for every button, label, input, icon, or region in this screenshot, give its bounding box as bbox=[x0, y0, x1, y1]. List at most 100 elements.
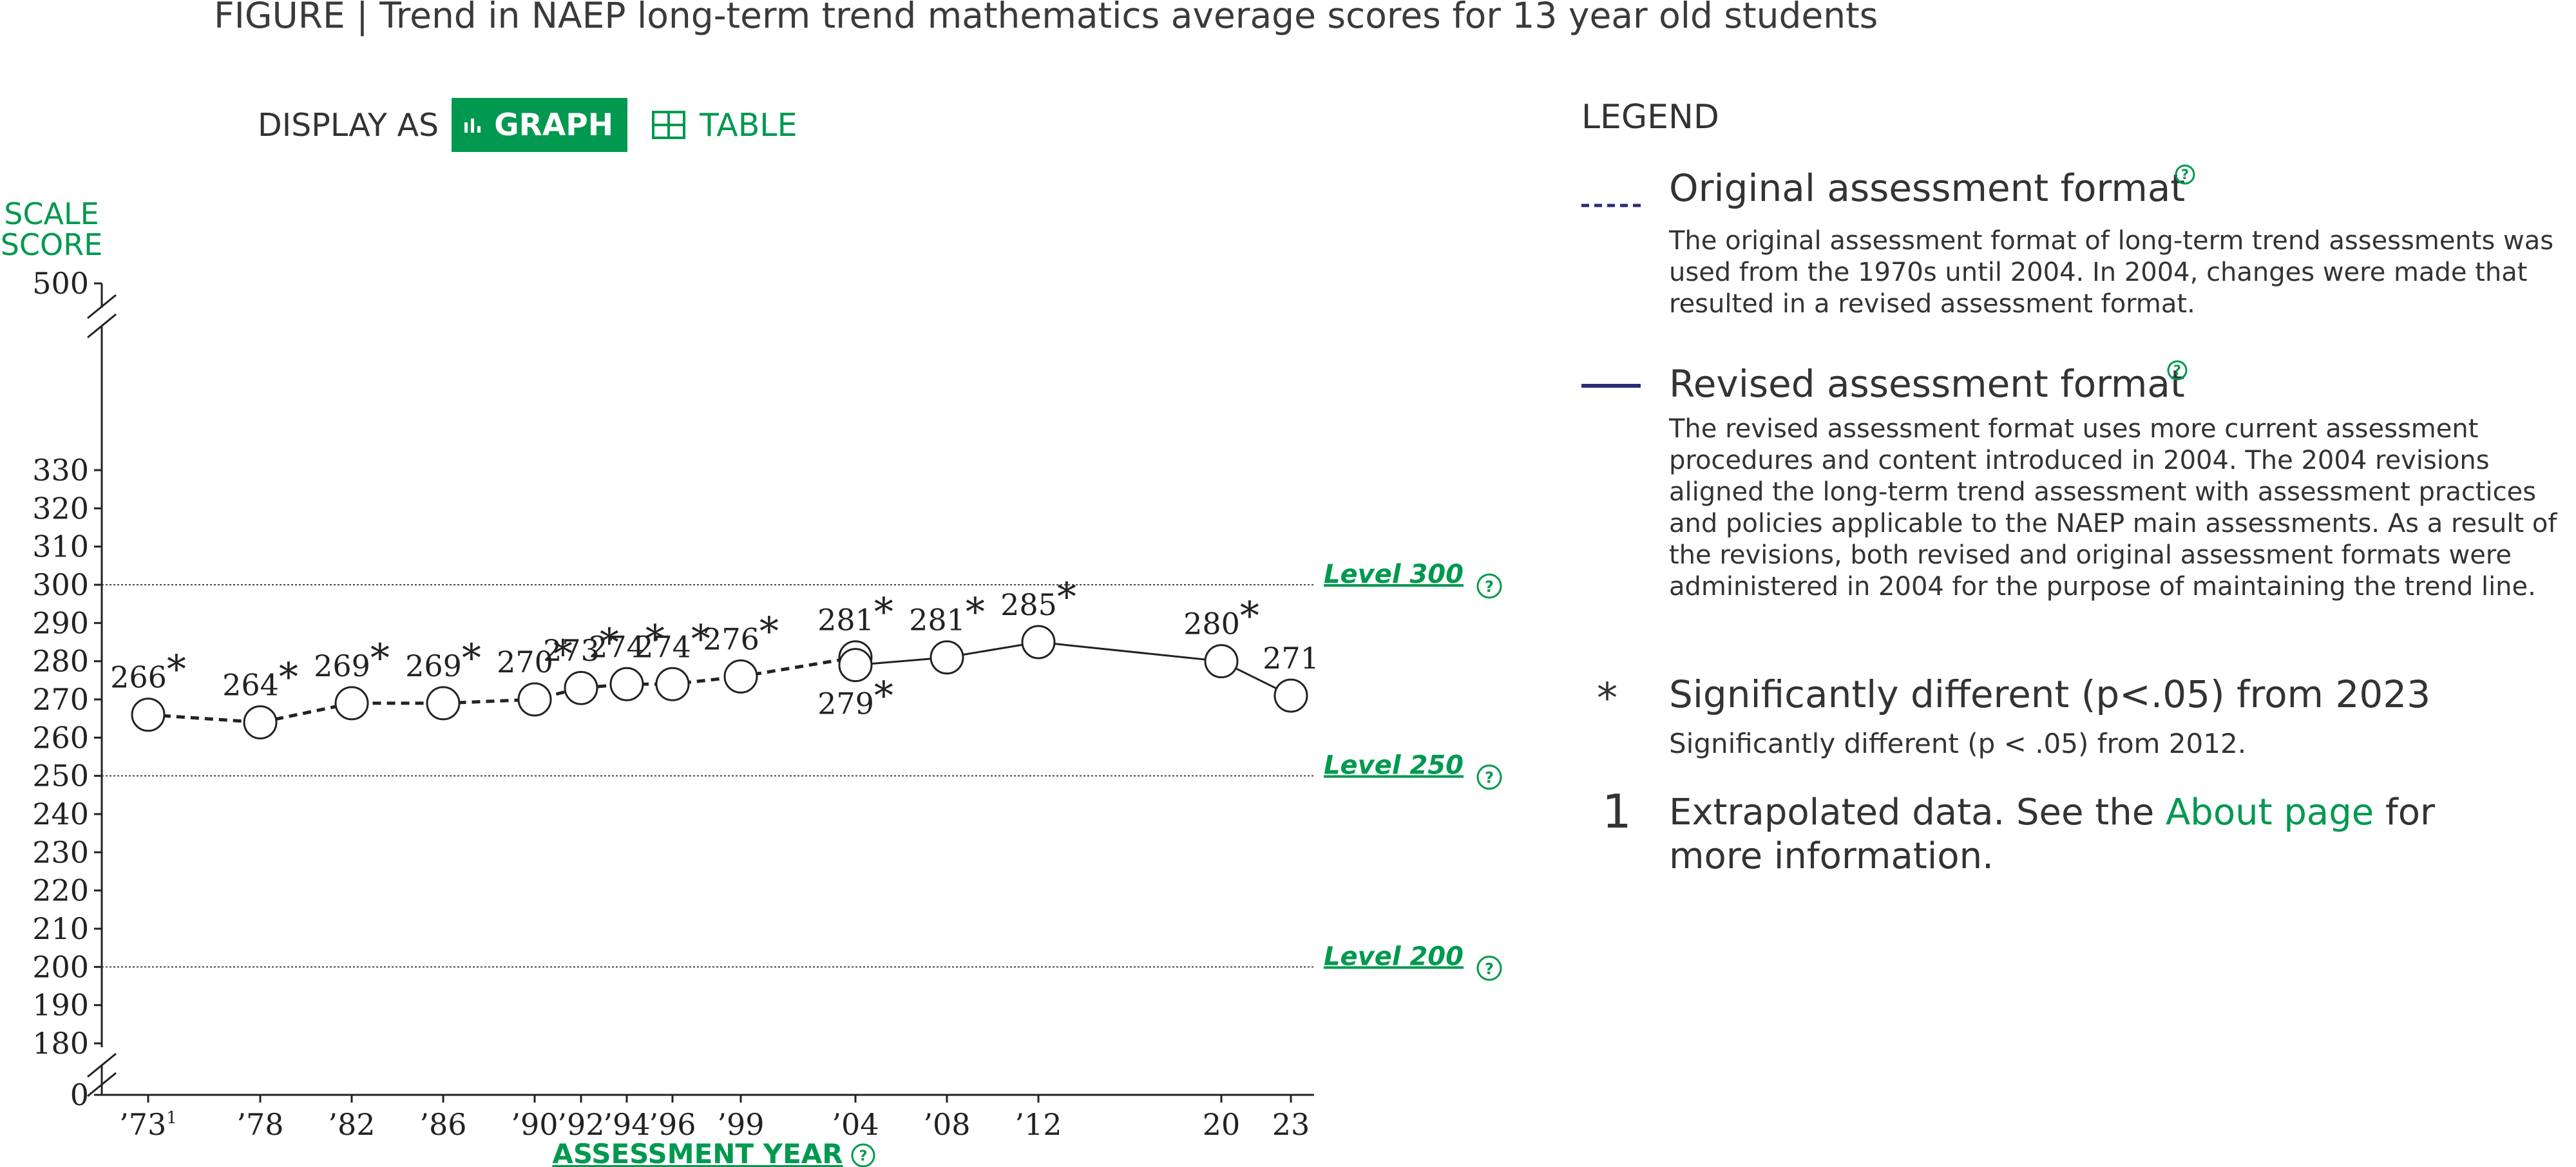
data-label: 274* bbox=[589, 616, 665, 664]
y-axis-title: SCALE bbox=[4, 196, 99, 231]
x-axis-tick-label: ’99 bbox=[717, 1107, 764, 1142]
y-axis-tick-label: 330 bbox=[32, 453, 89, 488]
svg-text:?: ? bbox=[2181, 167, 2189, 182]
reference-line-label[interactable]: Level 200 bbox=[1324, 942, 1464, 971]
table-grid-icon bbox=[652, 111, 686, 139]
x-axis-tick-label: ’94 bbox=[603, 1107, 650, 1142]
x-axis-tick-label: ’92 bbox=[557, 1107, 604, 1142]
data-point[interactable] bbox=[609, 667, 644, 701]
y-axis-tick-label: 320 bbox=[32, 491, 89, 526]
significance-star: * bbox=[645, 616, 665, 661]
y-axis-tick-label: 290 bbox=[32, 605, 89, 640]
significance-star: * bbox=[1057, 574, 1076, 620]
original-format-help-icon[interactable]: ? bbox=[2174, 164, 2196, 185]
reference-help-icon-glyph: ? bbox=[1485, 578, 1494, 596]
original-format-swatch bbox=[1581, 204, 1641, 207]
x-axis-tick-label: ’04 bbox=[832, 1107, 879, 1142]
significance-star: * bbox=[553, 632, 573, 677]
significance-star: * bbox=[691, 616, 711, 661]
original-format-description: The original assessment format of long-t… bbox=[1669, 226, 2554, 319]
x-axis-tick-label: 20 bbox=[1203, 1107, 1241, 1142]
x-axis-tick-label: ’731 bbox=[119, 1107, 177, 1142]
y-axis-tick-label: 0 bbox=[70, 1077, 89, 1112]
y-axis-tick-label: 240 bbox=[32, 797, 89, 831]
data-label: 280* bbox=[1183, 594, 1259, 641]
y-axis-tick-label: 250 bbox=[32, 759, 89, 793]
graph-view-label: GRAPH bbox=[494, 107, 614, 143]
data-point[interactable] bbox=[930, 640, 964, 675]
data-point[interactable] bbox=[426, 686, 461, 721]
significance-star: * bbox=[279, 655, 298, 700]
y-axis-tick-label: 190 bbox=[32, 988, 89, 1023]
x-axis-tick-label: ’96 bbox=[649, 1107, 696, 1142]
y-axis-tick-label: 270 bbox=[32, 682, 89, 717]
data-label: 269* bbox=[405, 636, 481, 683]
x-axis-title[interactable]: ASSESSMENT YEAR bbox=[552, 1138, 843, 1167]
y-axis-break-marker bbox=[87, 1072, 117, 1097]
y-axis-break-marker bbox=[87, 313, 117, 339]
figure-title: FIGURE | Trend in NAEP long-term trend m… bbox=[214, 0, 1878, 36]
data-point[interactable] bbox=[655, 667, 690, 701]
x-axis-tick-label: ’12 bbox=[1015, 1107, 1062, 1142]
x-axis-tick-label: ’86 bbox=[419, 1107, 466, 1142]
y-axis-tick-label: 200 bbox=[32, 949, 89, 984]
significance-label: Significantly different (p<.05) from 202… bbox=[1669, 672, 2431, 716]
y-axis-tick-label: 230 bbox=[32, 835, 89, 869]
data-label: 281* bbox=[909, 590, 985, 638]
reference-help-icon[interactable] bbox=[1476, 764, 1502, 790]
x-axis-help-icon[interactable] bbox=[851, 1143, 875, 1167]
data-point[interactable] bbox=[1021, 625, 1056, 659]
original-format-label: Original assessment format bbox=[1669, 166, 2186, 210]
data-point[interactable] bbox=[517, 682, 552, 717]
significance-star: * bbox=[462, 636, 481, 681]
legend-title: LEGEND bbox=[1581, 98, 1719, 137]
x-axis-tick-label: ’82 bbox=[328, 1107, 375, 1142]
table-view-button[interactable]: TABLE bbox=[652, 107, 797, 144]
extrapolated-note: Extrapolated data. See the About page fo… bbox=[1669, 791, 2468, 878]
display-as-label: DISPLAY AS bbox=[258, 106, 439, 144]
legend-panel: LEGEND Original assessment format ? The … bbox=[1581, 0, 2576, 902]
data-point[interactable] bbox=[131, 697, 166, 732]
data-label: 269* bbox=[314, 636, 390, 683]
significance-star: * bbox=[167, 647, 186, 692]
x-axis-tick-label: ’78 bbox=[236, 1107, 283, 1142]
table-view-label: TABLE bbox=[700, 106, 797, 144]
revised-format-help-icon[interactable]: ? bbox=[2166, 359, 2188, 381]
x-tick-superscript: 1 bbox=[166, 1108, 177, 1128]
significance-marker: * bbox=[1597, 675, 1617, 723]
original-format-line bbox=[148, 656, 856, 725]
reference-help-icon-glyph: ? bbox=[1485, 769, 1494, 787]
display-toggle: DISPLAY AS GRAPH TABLE bbox=[258, 98, 797, 152]
data-point[interactable] bbox=[334, 686, 369, 721]
data-label: 285* bbox=[1000, 574, 1076, 622]
svg-text:?: ? bbox=[2173, 363, 2181, 378]
data-point[interactable] bbox=[838, 648, 873, 683]
graph-view-button[interactable]: GRAPH bbox=[452, 98, 628, 152]
y-axis-tick-label: 300 bbox=[32, 567, 89, 602]
data-label: 276* bbox=[703, 609, 779, 656]
data-point[interactable] bbox=[723, 659, 758, 694]
significance-sub-note: Significantly different (p < .05) from 2… bbox=[1669, 728, 2247, 759]
extrapolated-note-text: Extrapolated data. See the bbox=[1669, 792, 2166, 833]
about-page-link[interactable]: About page bbox=[2165, 792, 2374, 833]
significance-star: * bbox=[600, 620, 619, 665]
reference-line-label[interactable]: Level 250 bbox=[1324, 751, 1464, 781]
data-label: 281* bbox=[817, 590, 893, 638]
x-axis-tick-label: ’90 bbox=[511, 1107, 558, 1142]
data-point[interactable] bbox=[1274, 678, 1308, 713]
data-point[interactable] bbox=[1204, 644, 1239, 679]
y-axis-break-marker bbox=[87, 294, 117, 319]
reference-help-icon[interactable] bbox=[1476, 573, 1502, 599]
x-axis-help-icon-glyph: ? bbox=[859, 1148, 868, 1164]
data-label: 266* bbox=[110, 647, 186, 695]
data-point[interactable] bbox=[243, 705, 278, 740]
y-axis-tick-label: 260 bbox=[32, 720, 89, 755]
y-axis-break-marker bbox=[87, 1052, 117, 1078]
data-point[interactable] bbox=[564, 670, 598, 705]
data-label: 271 bbox=[1263, 641, 1319, 676]
bar-chart-icon bbox=[464, 119, 481, 133]
reference-line-label[interactable]: Level 300 bbox=[1324, 560, 1464, 589]
extrapolated-marker: 1 bbox=[1602, 784, 1632, 839]
reference-help-icon[interactable] bbox=[1476, 955, 1502, 981]
revised-format-description: The revised assessment format uses more … bbox=[1669, 414, 2557, 602]
